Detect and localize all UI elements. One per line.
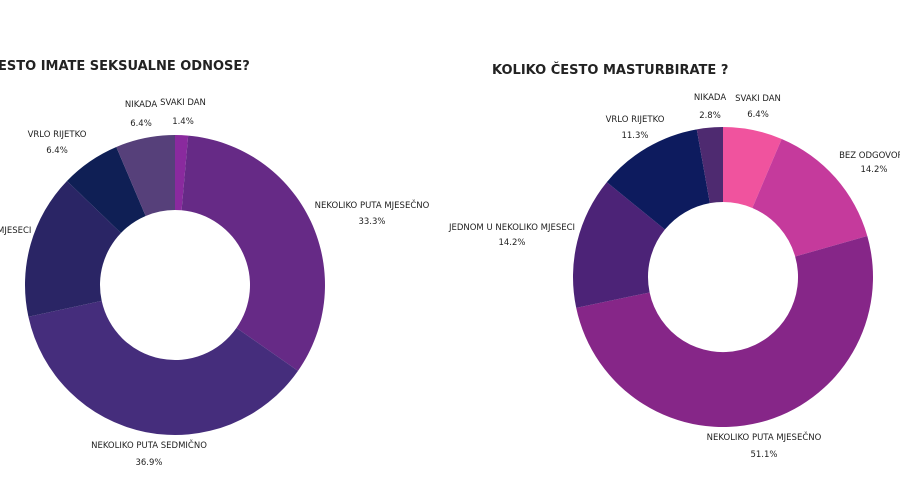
right-slice-4 <box>606 129 710 230</box>
slice-value-svaki-dan: 1.4% <box>172 117 194 127</box>
right-slice-0 <box>723 127 782 208</box>
left-slice-3 <box>24 180 121 317</box>
slice-label-jednom: JEDNOM U NEKOLIKO MJESECI <box>448 223 575 233</box>
slice-label-bez-odgovora: BEZ ODGOVORA <box>839 151 900 161</box>
chart-masturbacija: KOLIKO ČESTO MASTURBIRATE ? NIKADA 2.8% … <box>448 62 900 460</box>
right-slice-5 <box>696 127 723 204</box>
right-donut <box>572 127 874 428</box>
slice-value-bez-odgovora: 14.2% <box>860 165 887 175</box>
left-slice-0 <box>175 135 189 211</box>
slice-label-svaki-dan: SVAKI DAN <box>160 98 206 108</box>
slice-label-nikada: NIKADA <box>125 100 158 110</box>
right-slice-2 <box>576 236 874 428</box>
left-donut <box>24 135 325 435</box>
slice-value-vrlo-rijetko: 6.4% <box>46 146 68 156</box>
slice-label-vrlo-rijetko: VRLO RIJETKO <box>28 130 87 140</box>
slice-label-nikada-r: NIKADA <box>694 93 727 103</box>
right-slice-1 <box>752 138 868 257</box>
slice-label-jednom-partial: MJESECI <box>0 226 31 236</box>
slice-label-nekoliko-sedmicno: NEKOLIKO PUTA SEDMIČNO <box>91 439 207 451</box>
slice-label-vrlo-rijetko-r: VRLO RIJETKO <box>606 115 665 125</box>
slice-value-nikada-r: 2.8% <box>699 111 721 121</box>
slice-value-jednom: 14.2% <box>498 238 525 248</box>
slice-value-nekoliko-mjesecno-r: 51.1% <box>750 450 777 460</box>
slice-value-nekoliko-mjesecno: 33.3% <box>358 217 385 227</box>
left-slice-4 <box>66 146 146 233</box>
chart-title-left: ESTO IMATE SEKSUALNE ODNOSE? <box>0 59 250 74</box>
slice-value-vrlo-rijetko-r: 11.3% <box>621 131 648 141</box>
left-slice-5 <box>116 135 175 216</box>
slice-label-svaki-dan-r: SVAKI DAN <box>735 94 781 104</box>
slice-label-nekoliko-mjesecno: NEKOLIKO PUTA MJESEČNO <box>315 199 430 211</box>
slice-value-nikada: 6.4% <box>130 119 152 129</box>
slice-value-nekoliko-sedmicno: 36.9% <box>135 458 162 468</box>
slice-value-svaki-dan-r: 6.4% <box>747 110 769 120</box>
left-slice-2 <box>28 300 298 435</box>
chart-title-right: KOLIKO ČESTO MASTURBIRATE ? <box>492 62 728 78</box>
chart-seksualni-odnosi: ESTO IMATE SEKSUALNE ODNOSE? SVAKI DAN 1… <box>0 59 430 468</box>
slice-label-nekoliko-mjesecno-r: NEKOLIKO PUTA MJESEČNO <box>707 431 822 443</box>
right-slice-3 <box>572 182 665 308</box>
left-slice-1 <box>181 135 325 371</box>
